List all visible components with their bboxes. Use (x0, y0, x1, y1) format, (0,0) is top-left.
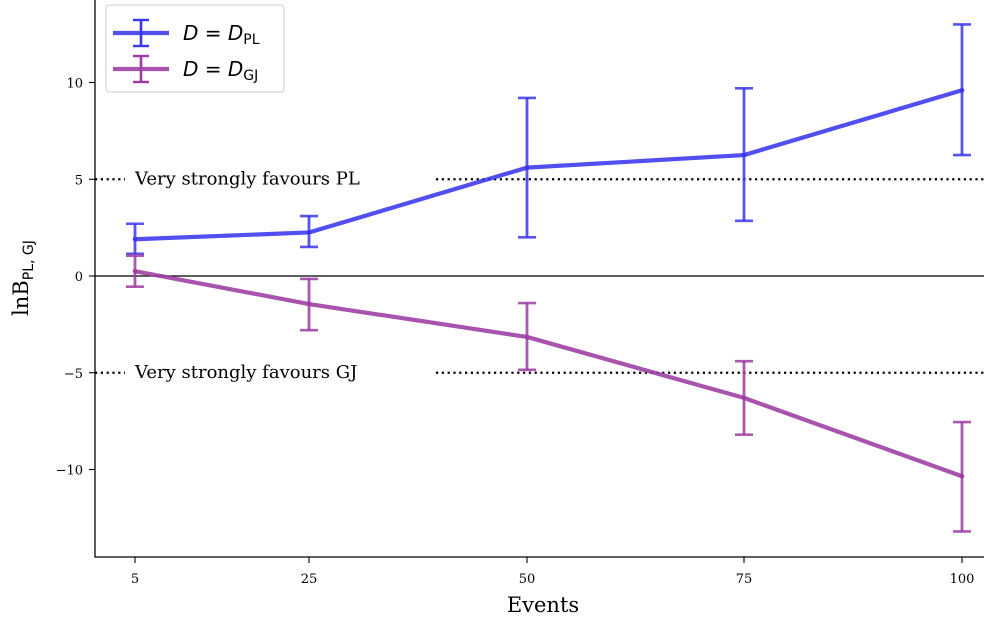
x-tick-label: 5 (131, 572, 139, 587)
legend-item-gj: D = DGJ (113, 54, 258, 84)
series-layer (126, 23, 971, 533)
annotation-label: Very strongly favours PL (134, 168, 360, 189)
annotations-layer: Very strongly favours PL Very strongly fa… (134, 168, 360, 383)
legend-label-main: D = D (183, 57, 243, 81)
data-point (306, 230, 312, 235)
y-tick-label: 10 (66, 77, 83, 92)
legend-label-sub: PL (243, 32, 259, 48)
data-point (959, 88, 965, 93)
data-point (306, 301, 312, 307)
x-tick-label: 50 (519, 572, 536, 587)
y-axis-label-main: lnB (9, 280, 33, 316)
x-axis-label: Events (507, 593, 579, 617)
y-tick-label: 0 (75, 270, 83, 285)
series-pl (126, 23, 971, 256)
annotation-label: Very strongly favours GJ (134, 362, 357, 383)
series-gj (126, 254, 971, 533)
x-tick-label: 75 (736, 572, 753, 587)
legend-label: D = DPL (183, 21, 260, 48)
legend-label-main: D = D (183, 21, 243, 45)
axes-layer (94, 0, 984, 558)
legend-label: D = DGJ (183, 57, 258, 84)
legend-label-sub: GJ (243, 68, 258, 84)
y-axis-label-sub: PL, GJ (21, 240, 37, 280)
data-point (741, 395, 747, 401)
data-point (741, 152, 747, 158)
threshold-layer (95, 178, 984, 374)
data-point (959, 474, 965, 479)
y-tick-label: −5 (64, 367, 83, 382)
data-point (524, 334, 530, 340)
legend-item-pl: D = DPL (113, 18, 260, 48)
x-tick-label: 100 (950, 572, 975, 587)
y-tick-label: 5 (75, 173, 83, 188)
x-tick-label: 25 (301, 572, 318, 587)
data-point (132, 237, 138, 242)
y-axis-label: lnBPL, GJ (9, 240, 37, 316)
data-point (524, 165, 530, 170)
series-line (132, 88, 965, 242)
data-point (132, 268, 138, 274)
y-tick-label: −10 (56, 464, 83, 479)
